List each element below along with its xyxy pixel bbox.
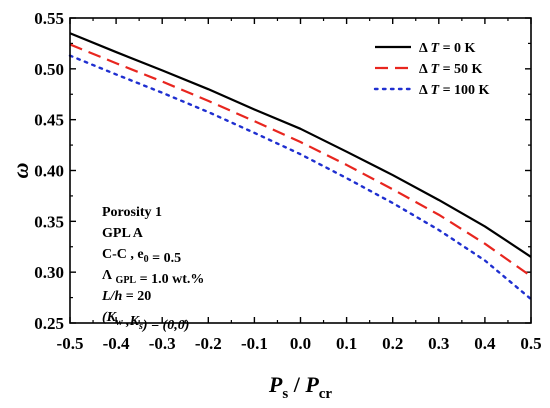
- y-tick-label: 0.40: [34, 162, 64, 181]
- y-axis-label: ω: [8, 162, 33, 178]
- plot-frame: [69, 17, 532, 324]
- series-layer: [68, 32, 533, 301]
- annotation-line-1: Porosity 1: [102, 205, 162, 220]
- y-tick-label: 0.35: [34, 212, 64, 231]
- legend: Δ T = 0 K Δ T = 50 K Δ T = 100 K: [373, 41, 490, 98]
- x-tick-label: -0.1: [241, 334, 268, 353]
- y-tick-label: 0.25: [34, 314, 64, 333]
- x-tick-label: -0.5: [57, 334, 84, 353]
- y-tick-label: 0.30: [34, 263, 64, 282]
- x-tick-label: 0.1: [336, 334, 357, 353]
- legend-entry-3: Δ T = 100 K: [419, 83, 490, 98]
- legend-entry-1: Δ T = 0 K: [419, 41, 476, 56]
- x-tick-label: 0.4: [474, 334, 496, 353]
- y-tick-label: 0.55: [34, 9, 64, 28]
- x-tick-label: 0.0: [290, 334, 311, 353]
- y-tick-label: 0.45: [34, 111, 64, 130]
- y-tick-label: 0.50: [34, 60, 64, 79]
- series-line-2: [69, 43, 532, 278]
- legend-entry-2: Δ T = 50 K: [419, 62, 483, 77]
- x-axis-label: Ps / Pcr: [268, 372, 333, 402]
- series-line-3: [68, 54, 533, 301]
- x-tick-label: 0.3: [428, 334, 449, 353]
- tick-labels: -0.5 -0.4 -0.3 -0.2 -0.1 0.0 0.1 0.2 0.3 0.4 0.5 0.…: [34, 9, 541, 353]
- x-tick-label: 0.2: [382, 334, 403, 353]
- x-tick-label: -0.3: [149, 334, 176, 353]
- series-line-1: [69, 32, 532, 258]
- x-tick-label: -0.2: [195, 334, 222, 353]
- annotation-line-4: Λ GPL = 1.0 wt.%: [102, 268, 204, 287]
- annotation-line-2: GPL A: [102, 226, 144, 241]
- x-tick-label: -0.4: [103, 334, 130, 353]
- x-tick-label: 0.5: [520, 334, 541, 353]
- annotation-line-3: C-C , e0 = 0.5: [102, 247, 181, 266]
- annotation-line-6: (Kw ,Ks) = (0,0): [102, 310, 189, 333]
- annotation-line-5: L/h = 20: [101, 289, 151, 304]
- annotation-box: Porosity 1 GPL A C-C , e0 = 0.5 Λ GPL = 1.0…: [101, 205, 204, 333]
